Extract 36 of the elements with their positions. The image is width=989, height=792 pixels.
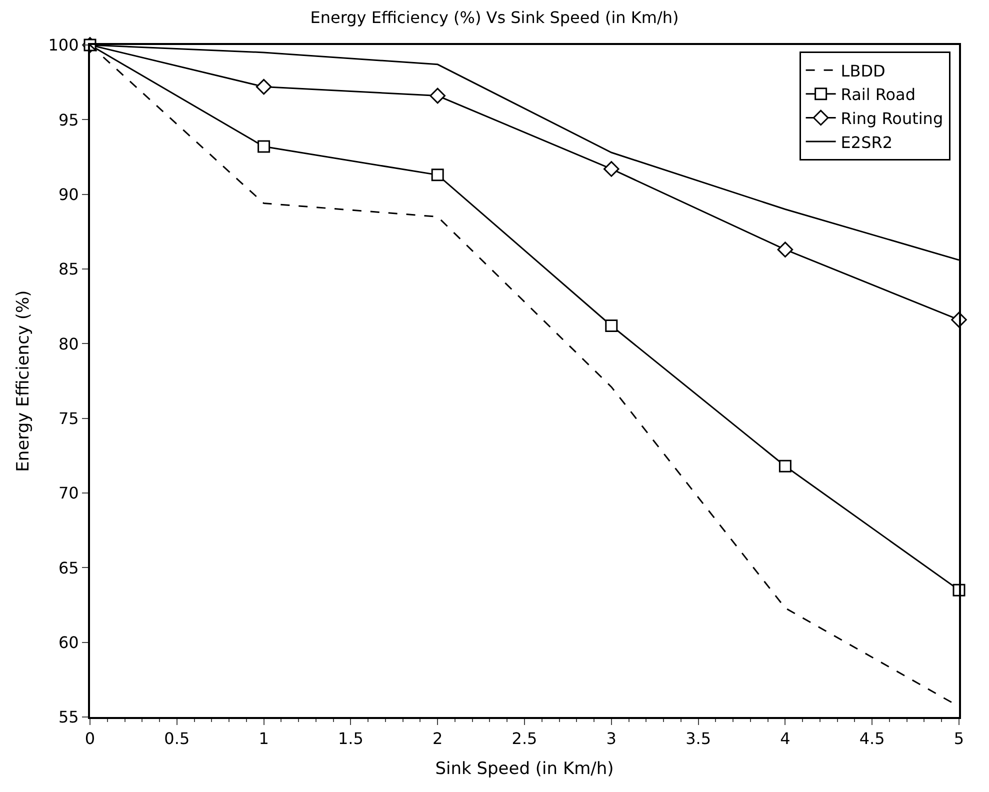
y-tick-label: 100 <box>48 36 79 55</box>
x-tick-label: 2 <box>432 729 443 748</box>
point <box>604 161 620 177</box>
y-tick-label: 55 <box>58 708 79 727</box>
x-axis-title: Sink Speed (in Km/h) <box>435 759 614 780</box>
x-tick-label: 3 <box>606 729 616 748</box>
legend-label: LBDD <box>840 61 886 80</box>
point <box>605 320 618 332</box>
x-tick-label: 4 <box>780 729 790 748</box>
x-tick-label: 1.5 <box>338 729 364 748</box>
point <box>778 460 792 472</box>
point <box>256 78 272 95</box>
chart-title: Energy Efficiency (%) Vs Sink Speed (in Km/h) <box>310 8 679 28</box>
x-tick-label: 0.5 <box>164 729 190 748</box>
y-tick-label: 90 <box>58 184 79 204</box>
legend-label: E2SR2 <box>840 132 893 152</box>
x-tick-label: 2.5 <box>512 729 538 748</box>
y-tick-label: 85 <box>58 260 79 279</box>
point <box>258 140 270 153</box>
y-tick-label: 95 <box>58 110 79 130</box>
x-tick-label: 1 <box>258 729 269 748</box>
x-tick-label: 5 <box>954 729 964 748</box>
legend-label: Rail Road <box>840 85 916 104</box>
x-tick-label: 4.5 <box>859 729 885 748</box>
point <box>430 88 446 104</box>
y-tick-label: 80 <box>58 334 79 354</box>
legend-label: Ring Routing <box>840 108 944 128</box>
x-tick-label: 0 <box>84 729 96 748</box>
y-tick-label: 75 <box>58 408 79 428</box>
y-tick-label: 60 <box>58 632 79 652</box>
x-tick-label: 3.5 <box>686 729 712 748</box>
point <box>777 242 794 258</box>
y-axis-title: Energy Efficiency (%) <box>13 290 34 472</box>
y-tick-label: 70 <box>58 484 79 503</box>
y-tick-label: 65 <box>58 558 79 578</box>
point <box>431 168 444 182</box>
